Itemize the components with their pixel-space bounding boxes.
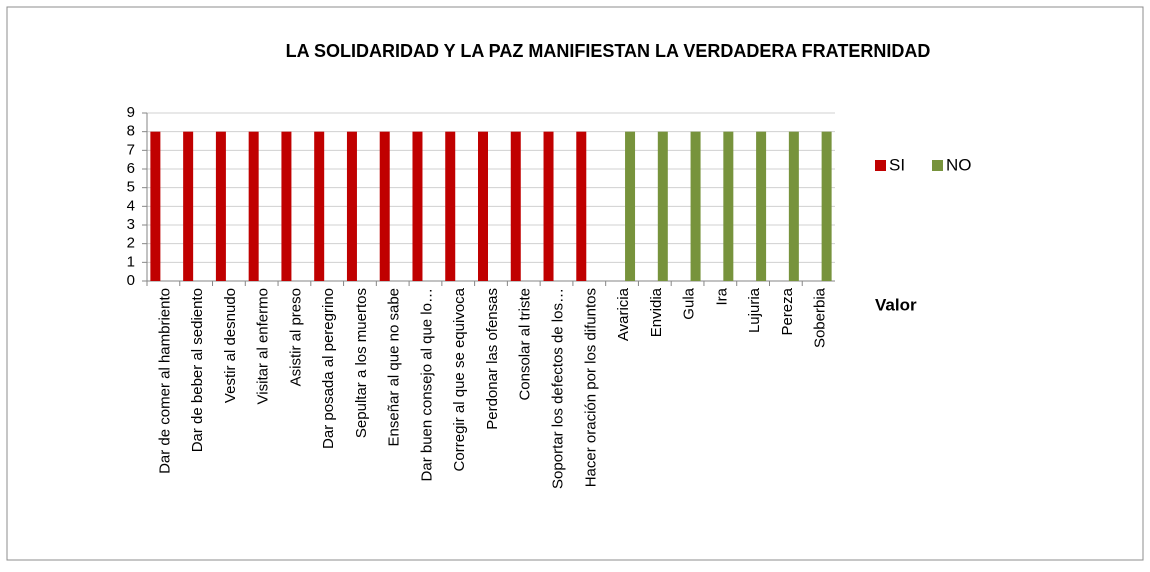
bar xyxy=(248,131,259,281)
x-tick-label: Consolar al triste xyxy=(517,288,534,401)
legend-swatch xyxy=(932,160,943,171)
x-axis-label: Valor xyxy=(875,295,917,314)
x-tick-label: Asistir al preso xyxy=(287,288,304,386)
x-tick-label: Ira xyxy=(713,287,730,305)
chart-title: LA SOLIDARIDAD Y LA PAZ MANIFIESTAN LA V… xyxy=(286,41,931,61)
x-tick-label: Enseñar al que no sabe xyxy=(386,288,403,446)
y-tick-label: 8 xyxy=(127,123,135,140)
bar xyxy=(690,131,701,281)
x-tick-label: Soportar los defectos de los… xyxy=(549,288,566,489)
x-tick-label: Visitar al enfermo xyxy=(255,288,272,404)
bar xyxy=(788,131,799,281)
bar xyxy=(723,131,734,281)
chart-frame xyxy=(6,6,1144,561)
bar xyxy=(821,131,832,281)
bar xyxy=(625,131,636,281)
y-tick-label: 6 xyxy=(127,160,135,177)
x-tick-label: Lujuria xyxy=(746,287,763,333)
x-tick-label: Hacer oración por los difuntos xyxy=(582,288,599,487)
x-tick-label: Vestir al desnudo xyxy=(222,288,239,403)
bar xyxy=(510,131,521,281)
bar xyxy=(657,131,668,281)
y-tick-label: 1 xyxy=(127,253,135,270)
bar xyxy=(412,131,423,281)
x-tick-label: Soberbia xyxy=(812,287,829,348)
y-tick-label: 7 xyxy=(127,141,135,158)
x-tick-label: Dar posada al peregrino xyxy=(320,288,337,449)
bar xyxy=(215,131,226,281)
bar xyxy=(150,131,161,281)
legend-label: NO xyxy=(946,155,972,174)
x-tick-label: Envidia xyxy=(648,287,665,337)
x-tick-label: Dar de comer al hambriento xyxy=(156,288,173,474)
y-tick-label: 2 xyxy=(127,235,135,252)
x-tick-label: Perdonar las ofensas xyxy=(484,288,501,430)
y-tick-label: 0 xyxy=(127,272,135,289)
x-tick-label: Gula xyxy=(681,287,698,319)
bar xyxy=(314,131,325,281)
legend-label: SI xyxy=(889,155,905,174)
bar xyxy=(183,131,194,281)
bar xyxy=(346,131,357,281)
y-tick-label: 5 xyxy=(127,179,135,196)
y-tick-label: 9 xyxy=(127,104,135,121)
x-tick-label: Avaricia xyxy=(615,287,632,341)
legend-swatch xyxy=(875,160,886,171)
y-tick-label: 3 xyxy=(127,216,135,233)
x-tick-label: Sepultar a los muertos xyxy=(353,288,370,438)
x-tick-label: Dar buen consejo al que lo… xyxy=(418,288,435,481)
x-tick-label: Pereza xyxy=(779,287,796,335)
bar xyxy=(281,131,292,281)
y-tick-label: 4 xyxy=(127,197,135,214)
bar xyxy=(543,131,554,281)
bar xyxy=(445,131,456,281)
x-tick-label: Dar de beber al sediento xyxy=(189,288,206,452)
bar xyxy=(379,131,390,281)
bar xyxy=(478,131,488,281)
bar xyxy=(576,131,587,281)
x-tick-label: Corregir al que se equivoca xyxy=(451,287,468,471)
bar xyxy=(756,131,767,281)
